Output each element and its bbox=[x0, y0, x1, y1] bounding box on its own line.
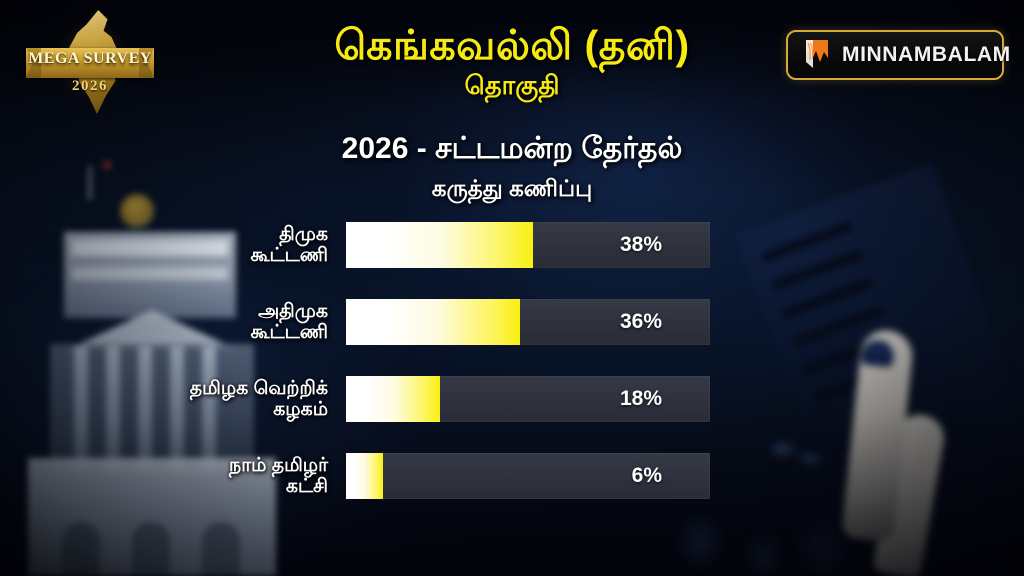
party-label-line1: நாம் தமிழர் bbox=[229, 454, 328, 476]
bar-fill bbox=[346, 376, 440, 422]
party-label-line2: கூட்டணி bbox=[250, 245, 328, 266]
party-label: நாம் தமிழர் கட்சி bbox=[0, 455, 346, 498]
party-label-line2: கழகம் bbox=[273, 399, 328, 420]
flame-torch-icon bbox=[802, 38, 832, 72]
bar-track: 18% bbox=[346, 376, 710, 422]
party-label-line1: திமுக bbox=[279, 223, 328, 245]
bar-value-label: 36% bbox=[619, 310, 662, 333]
party-label-line1: அதிமுக bbox=[258, 300, 328, 322]
party-label-line1: தமிழக வெற்றிக் bbox=[189, 377, 328, 399]
bar-track: 6% bbox=[346, 453, 710, 499]
chart-row: தமிழக வெற்றிக் கழகம் 18% bbox=[0, 376, 1024, 422]
party-label-line2: கட்சி bbox=[285, 476, 328, 497]
bar-track: 38% bbox=[346, 222, 710, 268]
party-label-line2: கூட்டணி bbox=[250, 322, 328, 343]
bar-fill bbox=[346, 299, 520, 345]
building-arch bbox=[62, 522, 100, 576]
party-label: தமிழக வெற்றிக் கழகம் bbox=[0, 378, 346, 421]
party-label: திமுக கூட்டணி bbox=[0, 224, 346, 267]
bar-fill bbox=[346, 453, 384, 499]
building-arch bbox=[202, 522, 240, 576]
opinion-poll-bar-chart: திமுக கூட்டணி 38% அதிமுக கூட்டணி 36% தமி… bbox=[0, 222, 1024, 530]
bar-fill bbox=[346, 222, 534, 268]
building-arch bbox=[132, 522, 170, 576]
header: MEGA SURVEY 2026 கெங்கவல்லி (தனி) தொகுதி… bbox=[0, 0, 1024, 118]
bar-track: 36% bbox=[346, 299, 710, 345]
election-heading: 2026 - சட்டமன்ற தேர்தல் bbox=[341, 132, 683, 165]
bar-value-label: 18% bbox=[619, 387, 662, 410]
party-label: அதிமுக கூட்டணி bbox=[0, 301, 346, 344]
minnambalam-brand-badge[interactable]: MINNAMBALAM bbox=[786, 30, 1010, 80]
chart-row: அதிமுக கூட்டணி 36% bbox=[0, 299, 1024, 345]
bar-value-label: 38% bbox=[619, 233, 662, 256]
brand-name-text: MINNAMBALAM bbox=[842, 43, 1011, 66]
chart-row: திமுக கூட்டணி 38% bbox=[0, 222, 1024, 268]
chart-row: நாம் தமிழர் கட்சி 6% bbox=[0, 453, 1024, 499]
bar-value-label: 6% bbox=[631, 464, 662, 487]
election-subheading: கருத்து கணிப்பு bbox=[431, 175, 593, 201]
